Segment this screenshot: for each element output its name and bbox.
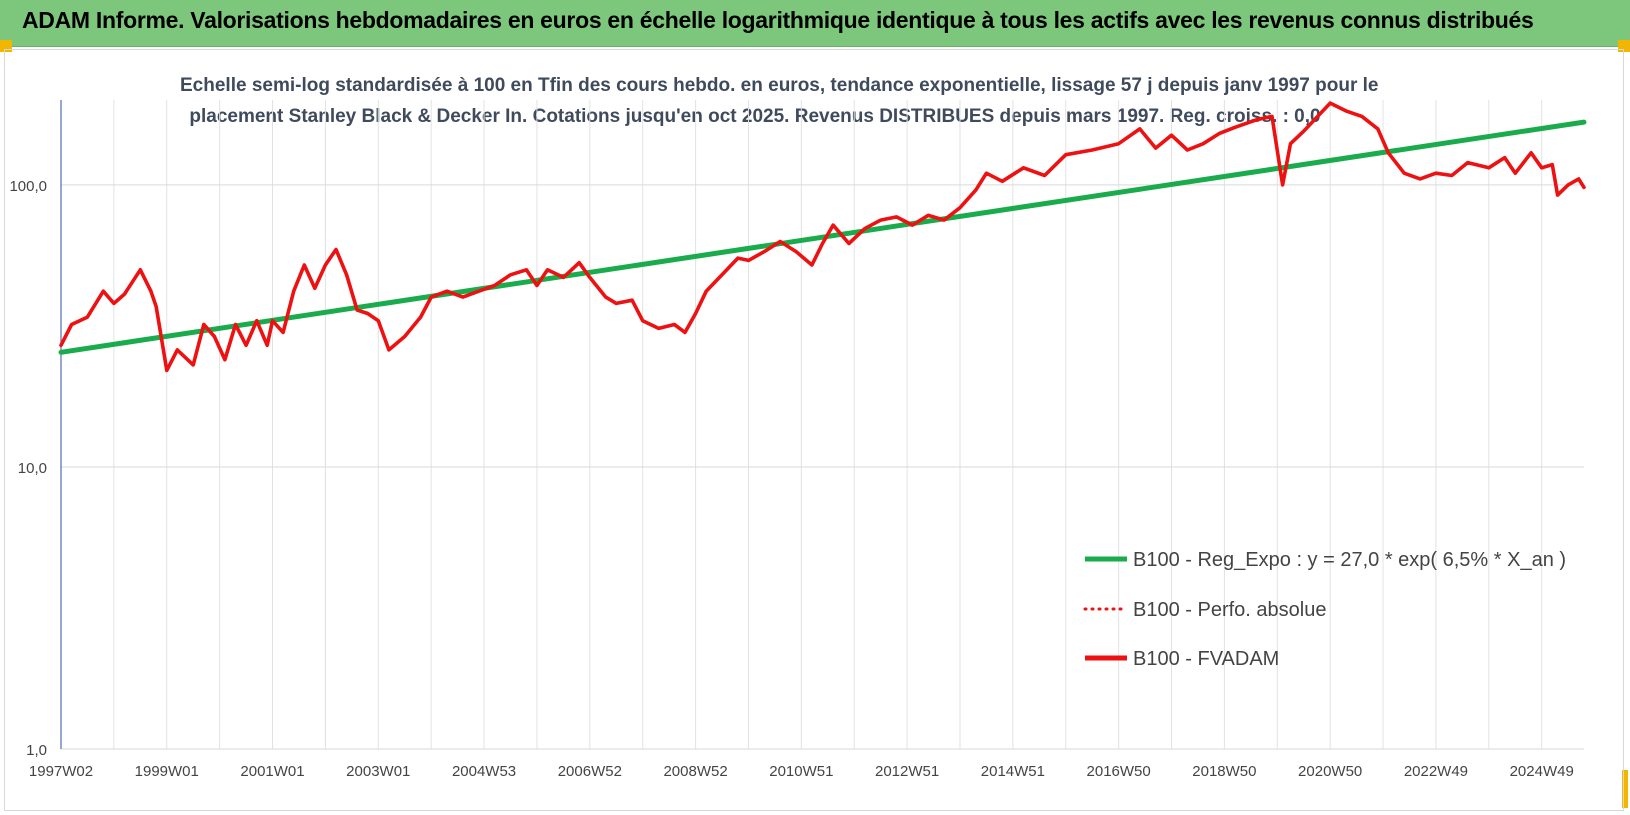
y-tick-label: 100,0 [9,178,47,195]
x-tick-label: 2012W51 [875,763,939,780]
x-tick-label: 1999W01 [135,763,199,780]
trend-line [58,119,1587,355]
y-tick-label: 1,0 [26,742,47,759]
chart-title-line-1: Echelle semi-log standardisée à 100 en T… [180,75,1379,96]
chart-legend: B100 - Reg_Expo : y = 27,0 * exp( 6,5% *… [1083,549,1566,670]
report-title: ADAM Informe. Valorisations hebdomadaire… [22,7,1534,33]
x-tick-label: 2010W51 [769,763,833,780]
chart-frame [4,49,1624,811]
corner-marker-bottom-right [1622,770,1628,808]
chart-axes: 1,0 10,0 100,0 1997W02 1999W01 2001W01 2003W01… [9,100,1574,780]
x-tick-label: 2014W51 [981,763,1045,780]
x-tick-label: 1997W02 [29,763,93,780]
x-tick-label: 2018W50 [1192,763,1256,780]
legend-label: B100 - Reg_Expo : y = 27,0 * exp( 6,5% *… [1133,549,1566,571]
chart-series [58,101,1587,373]
x-tick-label: 2008W52 [663,763,727,780]
x-tick-label: 2020W50 [1298,763,1362,780]
x-tick-label: 2024W49 [1510,763,1574,780]
legend-label: B100 - Perfo. absolue [1133,599,1326,621]
x-tick-label: 2006W52 [558,763,622,780]
legend-label: B100 - FVADAM [1133,648,1279,670]
x-tick-label: 2022W49 [1404,763,1468,780]
x-tick-label: 2001W01 [240,763,304,780]
chart-title: Echelle semi-log standardisée à 100 en T… [180,70,1379,132]
y-tick-label: 10,0 [18,460,47,477]
x-tick-label: 2016W50 [1087,763,1151,780]
x-tick-label: 2003W01 [346,763,410,780]
chart-grid [60,100,1584,750]
x-tick-label: 2004W53 [452,763,516,780]
chart-title-line-2: placement Stanley Black & Decker In. Cot… [189,106,1321,127]
report-banner: ADAM Informe. Valorisations hebdomadaire… [0,0,1630,47]
fvadam-line [59,101,1586,373]
